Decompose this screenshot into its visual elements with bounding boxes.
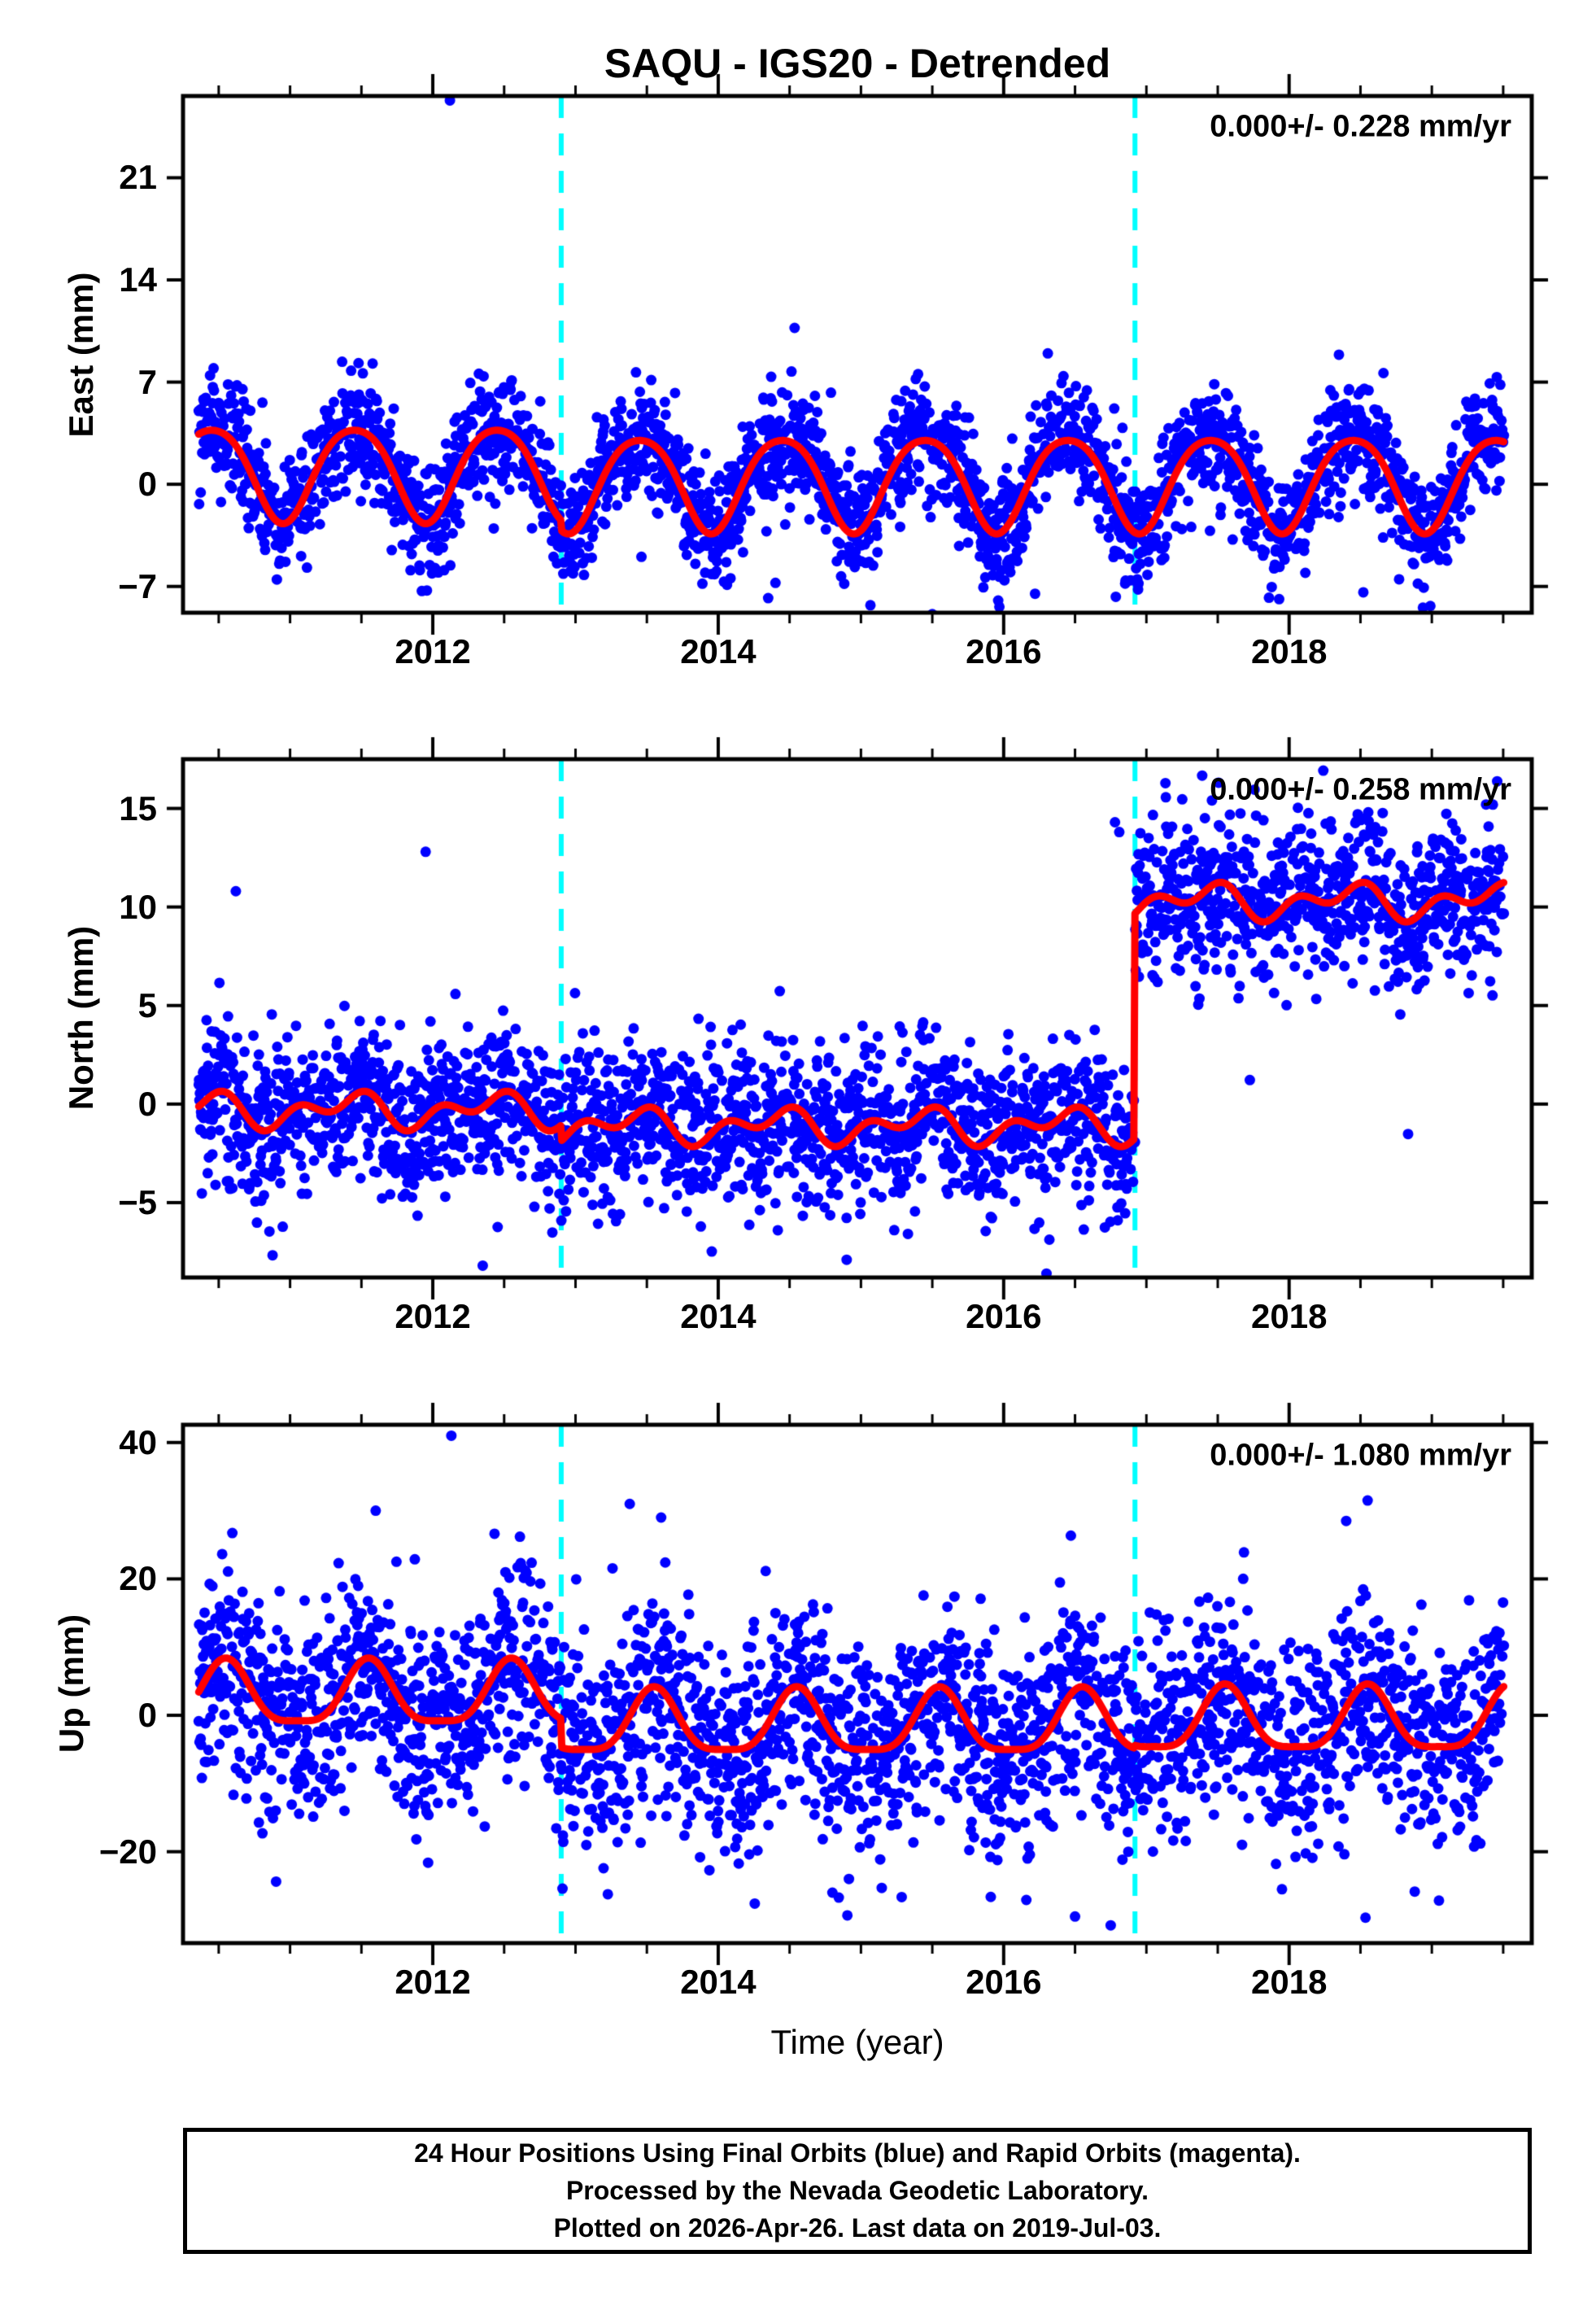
x-axis-title: Time (year) (770, 2023, 944, 2061)
y-tick-label: 14 (119, 260, 157, 299)
y-tick-label: 21 (119, 158, 157, 197)
x-tick-label: 2012 (395, 1963, 471, 2001)
y-tick-label: 0 (137, 465, 157, 504)
x-tick-label: 2014 (680, 632, 757, 670)
y-tick-label: 15 (119, 788, 157, 828)
y-tick-label: −5 (118, 1182, 157, 1221)
x-tick-label: 2012 (395, 632, 471, 670)
rate-annotation-up: 0.000+/- 1.080 mm/yr (1210, 1438, 1511, 1473)
x-tick-label: 2014 (680, 1297, 757, 1335)
rate-annotation-east: 0.000+/- 0.228 mm/yr (1210, 109, 1511, 144)
y-tick-label: 5 (137, 985, 157, 1024)
x-tick-label: 2016 (966, 1963, 1042, 2001)
x-tick-label: 2016 (966, 632, 1042, 670)
y-axis-title-north: North (mm) (62, 925, 100, 1111)
caption-line-1: 24 Hour Positions Using Final Orbits (bl… (414, 2138, 1301, 2168)
x-tick-label: 2014 (680, 1963, 757, 2001)
x-tick-label: 2016 (966, 1297, 1042, 1335)
y-tick-label: 7 (137, 362, 157, 401)
y-tick-label: 0 (137, 1084, 157, 1123)
caption-line-3: Plotted on 2026-Apr-26. Last data on 201… (553, 2213, 1162, 2243)
rate-annotation-north: 0.000+/- 0.258 mm/yr (1210, 772, 1511, 807)
y-tick-label: 0 (137, 1696, 157, 1735)
caption-line-2: Processed by the Nevada Geodetic Laborat… (565, 2176, 1149, 2205)
x-tick-label: 2018 (1251, 632, 1328, 670)
y-tick-label: −7 (118, 566, 157, 605)
chart-title: SAQU - IGS20 - Detrended (604, 41, 1111, 86)
x-tick-label: 2012 (395, 1297, 471, 1335)
y-tick-label: 20 (119, 1559, 157, 1598)
y-axis-title-up: Up (mm) (52, 1614, 90, 1754)
y-tick-label: 40 (119, 1422, 157, 1461)
caption-box: 24 Hour Positions Using Final Orbits (bl… (183, 2128, 1532, 2254)
y-tick-label: −20 (98, 1832, 157, 1871)
y-axis-title-east: East (mm) (62, 272, 100, 438)
x-tick-label: 2018 (1251, 1297, 1328, 1335)
x-tick-label: 2018 (1251, 1963, 1328, 2001)
y-tick-label: 10 (119, 887, 157, 926)
